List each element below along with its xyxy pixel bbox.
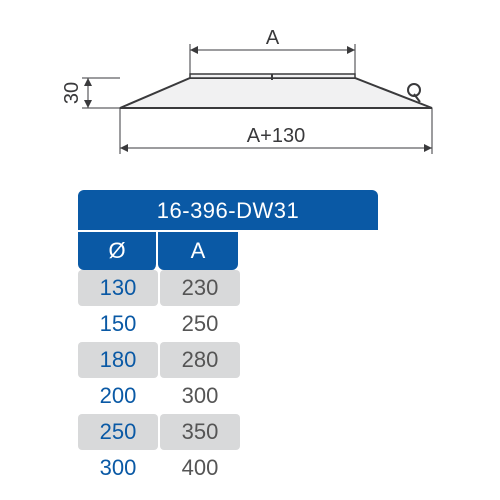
svg-text:A+130: A+130: [247, 125, 305, 147]
table-row: 300400: [78, 450, 378, 486]
table-row: 200300: [78, 378, 378, 414]
cell-a: 250: [160, 306, 240, 342]
table-body: 130230150250180280200300250350300400: [78, 270, 378, 486]
cell-diameter: 300: [78, 450, 158, 486]
table-row: 250350: [78, 414, 378, 450]
cell-diameter: 130: [78, 270, 158, 306]
cell-diameter: 250: [78, 414, 158, 450]
cell-diameter: 200: [78, 378, 158, 414]
col-header-diameter: Ø: [78, 230, 158, 270]
cell-a: 400: [160, 450, 240, 486]
product-code: 16-396-DW31: [78, 190, 378, 230]
spec-table: 16-396-DW31 Ø A 130230150250180280200300…: [78, 190, 378, 486]
svg-text:30: 30: [61, 82, 83, 104]
table-row: 150250: [78, 306, 378, 342]
svg-text:A: A: [266, 27, 280, 49]
cell-a: 350: [160, 414, 240, 450]
cell-a: 280: [160, 342, 240, 378]
cell-a: 300: [160, 378, 240, 414]
col-header-a: A: [158, 230, 238, 270]
table-row: 130230: [78, 270, 378, 306]
table-row: 180280: [78, 342, 378, 378]
cell-diameter: 180: [78, 342, 158, 378]
table-header-row: Ø A: [78, 230, 378, 270]
cell-diameter: 150: [78, 306, 158, 342]
technical-diagram: A A+130 30: [40, 20, 460, 170]
cell-a: 230: [160, 270, 240, 306]
